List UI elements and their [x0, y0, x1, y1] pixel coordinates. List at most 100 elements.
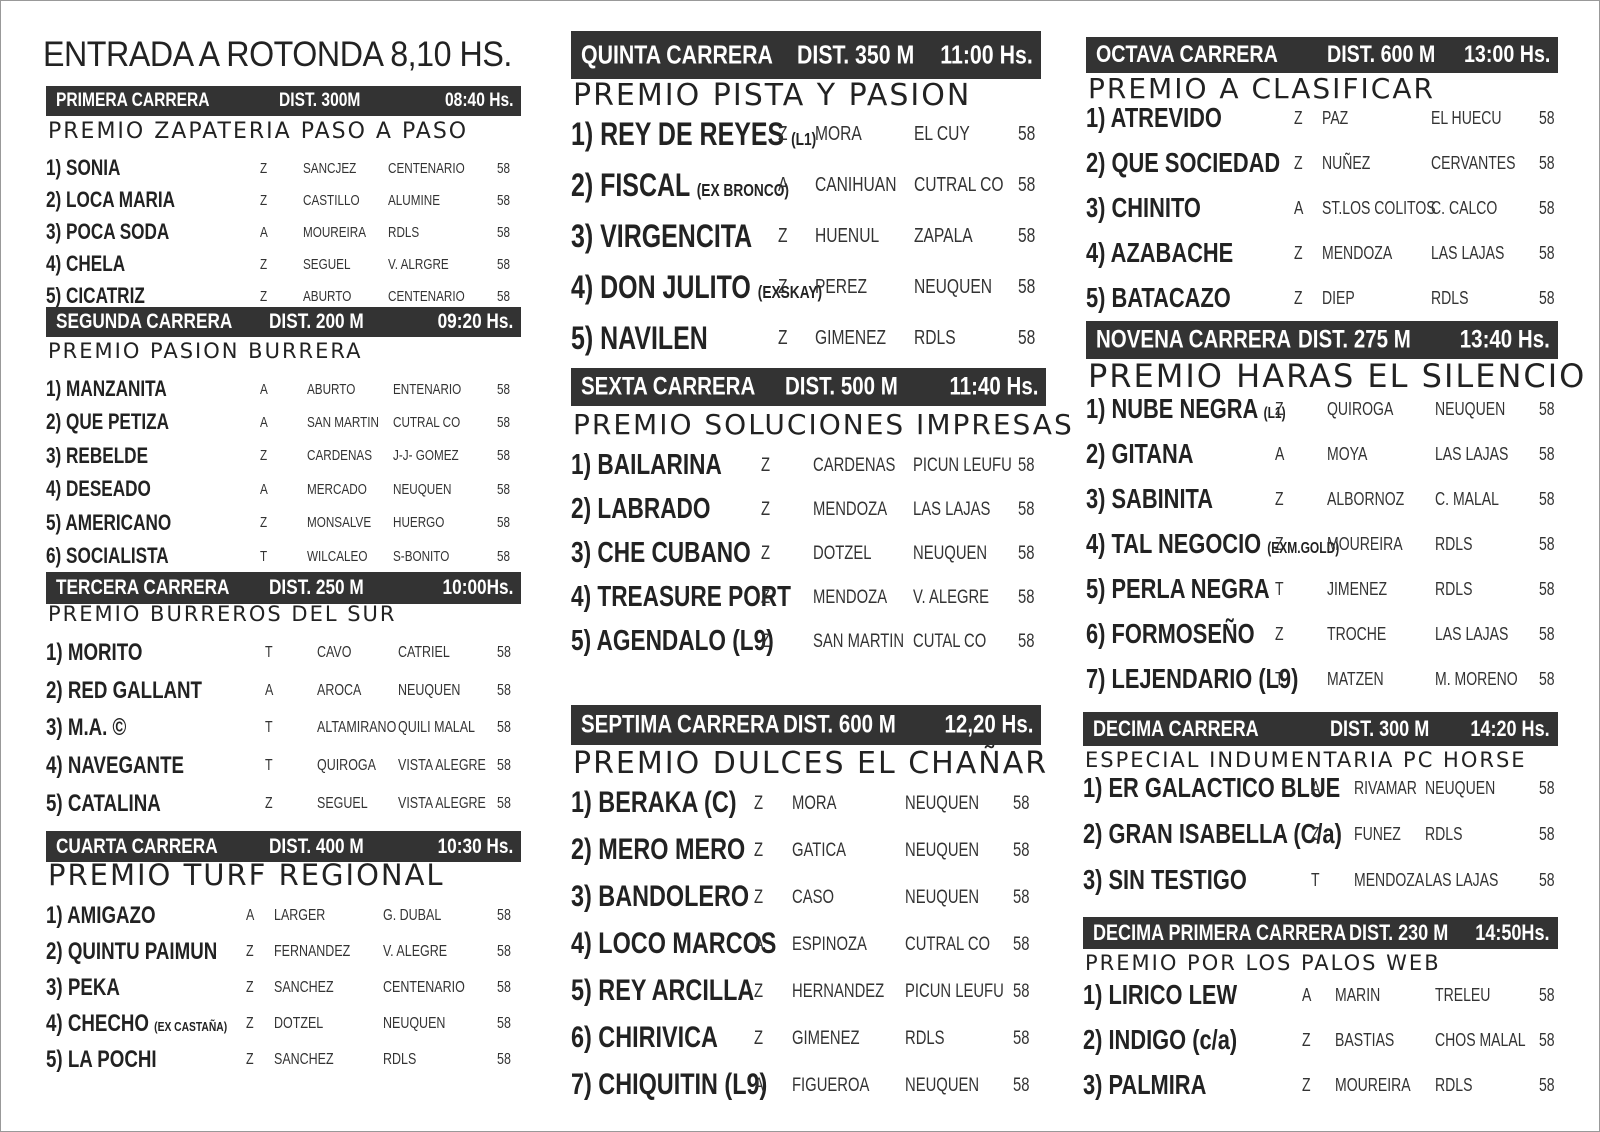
horse-cat: Z	[761, 543, 771, 564]
horse-weight: 58	[1539, 243, 1555, 263]
horse-jockey: MOUREIRA	[1327, 534, 1403, 554]
horse-weight: 58	[497, 1015, 511, 1032]
horse-name: 2) GRAN ISABELLA (C/a)	[1083, 820, 1342, 848]
horse-name-text: 2) INDIGO (c/a)	[1083, 1024, 1238, 1055]
horse-jockey: MONSALVE	[307, 514, 372, 532]
horse-weight: 58	[1013, 792, 1030, 814]
horse-name-text: 2) RED GALLANT	[46, 676, 202, 704]
horse-name: 7) LEJENDARIO (L9)	[1086, 665, 1298, 693]
horse-from: RDLS	[1425, 824, 1463, 844]
horse-jockey: FIGUEROA	[792, 1074, 870, 1096]
horse-cat: Z	[1275, 489, 1284, 509]
horse-name-text: 4) TREASURE PORT	[571, 581, 791, 613]
horse-name-text: 4) AZABACHE	[1086, 237, 1234, 268]
horse-name-text: 4) LOCO MARCOS	[571, 927, 777, 960]
race-distance: DIST. 400 M	[269, 834, 364, 858]
horse-name: 3) REBELDE	[46, 444, 148, 467]
horse-weight: 58	[1018, 499, 1035, 520]
horse-jockey: CARDENAS	[813, 455, 896, 476]
horse-name-text: 5) CICATRIZ	[46, 283, 145, 308]
horse-from: NEUQUEN	[398, 681, 461, 699]
race-prize: PREMIO TURF REGIONAL	[48, 858, 445, 892]
horse-cat: Z	[761, 587, 771, 608]
horse-name-text: 2) MERO MERO	[571, 833, 746, 866]
horse-jockey: FERNANDEZ	[274, 943, 351, 960]
horse-weight: 58	[497, 681, 511, 699]
horse-jockey: ALTAMIRANO	[317, 719, 397, 737]
horse-weight: 58	[1539, 1075, 1555, 1095]
race-header-bar: QUINTA CARRERA DIST. 350 M 11:00 Hs.	[571, 31, 1041, 79]
horse-name: 1) AMIGAZO	[46, 904, 156, 928]
horse-name-text: 3) PALMIRA	[1083, 1069, 1207, 1100]
horse-from: LAS LAJAS	[1435, 444, 1509, 464]
horse-name: 5) LA POCHI	[46, 1048, 157, 1072]
horse-jockey: LARGER	[274, 907, 326, 924]
race-time: 13:00 Hs.	[1463, 41, 1550, 68]
horse-from: EL CUY	[914, 123, 970, 145]
horse-from: NEUQUEN	[1435, 399, 1506, 419]
race-header-bar: DECIMA CARRERA DIST. 300 M 14:20 Hs.	[1083, 712, 1558, 746]
horse-jockey: DOTZEL	[813, 543, 872, 564]
horse-name: 2) QUINTU PAIMUN	[46, 940, 217, 964]
horse-name-text: 2) LABRADO	[571, 493, 711, 525]
horse-name-text: 4) CHECHO	[46, 1010, 149, 1037]
horse-from: RDLS	[383, 1051, 417, 1068]
horse-weight: 58	[497, 794, 511, 812]
horse-cat: Z	[754, 1027, 764, 1049]
horse-weight: 58	[497, 447, 511, 465]
horse-name-text: 6) SOCIALISTA	[46, 543, 169, 568]
horse-cat: Z	[778, 225, 788, 247]
horse-from: VISTA ALEGRE	[398, 757, 486, 775]
horse-weight: 58	[497, 480, 511, 498]
horse-name-text: 5) CATALINA	[46, 789, 161, 817]
race-distance: DIST. 300M	[279, 90, 361, 111]
horse-weight: 58	[497, 907, 511, 924]
race-header-bar: NOVENA CARRERA DIST. 275 M 13:40 Hs.	[1086, 321, 1558, 359]
horse-cat: Z	[1275, 534, 1284, 554]
horse-cat: Z	[260, 447, 268, 465]
horse-jockey: TROCHE	[1327, 624, 1387, 644]
horse-weight: 58	[1018, 543, 1035, 564]
horse-name: 3) SABINITA	[1086, 485, 1213, 513]
horse-weight: 58	[1018, 631, 1035, 652]
horse-weight: 58	[1539, 1030, 1555, 1050]
horse-weight: 58	[1018, 455, 1035, 476]
horse-name: 2) LABRADO	[571, 495, 710, 524]
horse-weight: 58	[1013, 839, 1030, 861]
horse-name: 3) M.A. ©	[46, 716, 126, 740]
horse-weight: 58	[497, 719, 511, 737]
horse-note: (EX CASTAÑA)	[154, 1019, 228, 1034]
horse-name: 4) TAL NEGOCIO (EXM.GOLD)	[1086, 530, 1339, 558]
horse-name-text: 2) LOCA MARIA	[46, 187, 176, 212]
horse-weight: 58	[1013, 886, 1030, 908]
horse-from: RDLS	[1431, 288, 1469, 308]
horse-cat: Z	[246, 943, 254, 960]
race-name: SEPTIMA CARRERA	[581, 710, 780, 739]
horse-jockey: HUENUL	[815, 225, 880, 247]
horse-name: 5) PERLA NEGRA	[1086, 575, 1270, 603]
horse-cat: Z	[1302, 1030, 1311, 1050]
race-time: 10:00Hs.	[442, 576, 513, 599]
horse-name: 3) SIN TESTIGO	[1083, 866, 1247, 894]
horse-weight: 58	[1539, 824, 1555, 844]
horse-jockey: ALBORNOZ	[1327, 489, 1405, 509]
horse-name-text: 1) REY DE REYES	[571, 116, 785, 152]
horse-jockey: MENDOZA	[813, 587, 888, 608]
horse-from: RDLS	[1435, 534, 1473, 554]
horse-from: PICUN LEUFU	[905, 980, 1004, 1002]
horse-weight: 58	[1539, 153, 1555, 173]
horse-cat: Z	[1302, 1075, 1311, 1095]
horse-name-text: 3) VIRGENCITA	[571, 218, 753, 254]
horse-note: (L1)	[791, 129, 817, 149]
horse-weight: 58	[497, 547, 511, 565]
horse-cat: A	[265, 681, 274, 699]
race-time: 12,20 Hs.	[944, 710, 1033, 739]
horse-jockey: JIMENEZ	[1327, 579, 1388, 599]
horse-jockey: ST.LOS COLITOS	[1322, 198, 1436, 218]
horse-name-text: 3) BANDOLERO	[571, 880, 750, 913]
horse-name: 4) DON JULITO (EXSKAY)	[571, 271, 822, 303]
horse-weight: 58	[1539, 399, 1555, 419]
race-prize: PREMIO HARAS EL SILENCIO	[1088, 357, 1587, 395]
horse-name-text: 1) NUBE NEGRA	[1086, 393, 1258, 424]
horse-name-text: 1) ER GALACTICO BLUE	[1083, 772, 1341, 803]
